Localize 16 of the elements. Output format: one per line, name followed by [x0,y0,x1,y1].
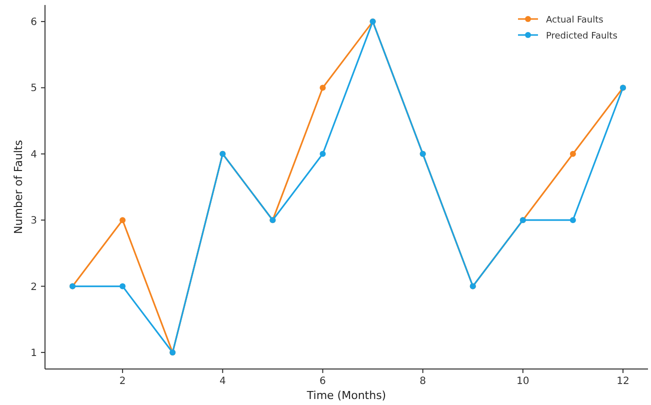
y-tick-label: 2 [30,282,37,293]
legend-label: Predicted Faults [546,32,618,42]
x-tick-label: 8 [420,376,426,387]
y-axis-title: Number of Faults [12,140,25,234]
x-tick-label: 10 [516,376,530,387]
x-tick-label: 12 [616,376,630,387]
y-tick-label: 5 [30,83,37,94]
x-tick-label: 4 [219,376,226,387]
y-tick-label: 1 [30,348,37,359]
y-tick-label: 4 [30,149,37,160]
x-tick-label: 2 [119,376,126,387]
x-axis-title: Time (Months) [306,389,386,402]
x-tick-label: 6 [320,376,326,387]
y-tick-label: 6 [30,17,37,28]
legend-label: Actual Faults [546,16,604,26]
y-tick-label: 3 [30,216,37,227]
